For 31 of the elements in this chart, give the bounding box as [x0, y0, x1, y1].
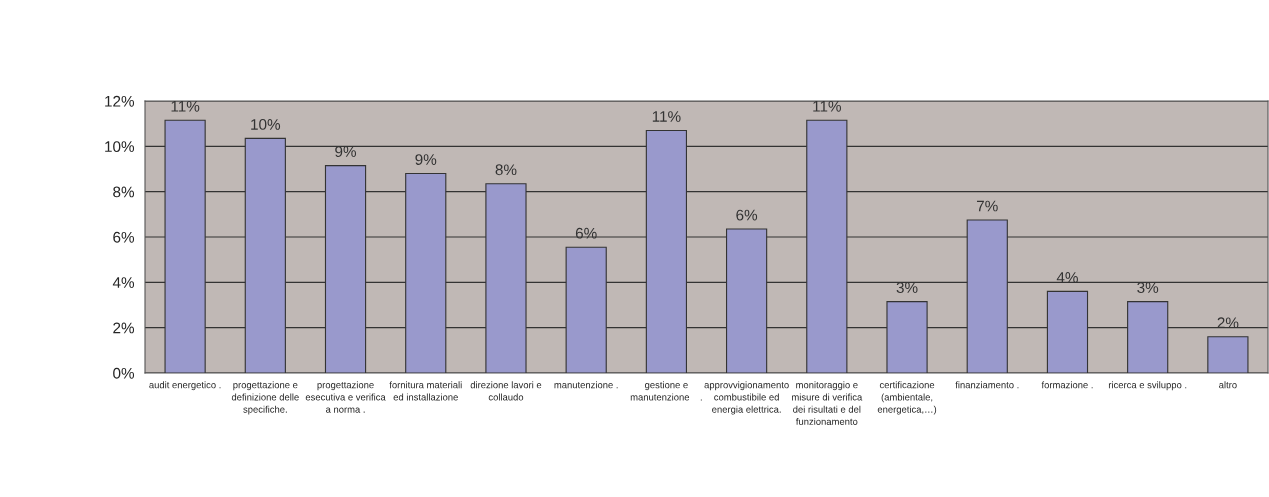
- data-label: 7%: [976, 200, 998, 212]
- data-label: 11%: [813, 100, 841, 112]
- x-tick-label: direzione lavori e collaudo: [470, 381, 542, 401]
- x-tick-label: ricerca e sviluppo .: [1108, 381, 1187, 391]
- data-label: 11%: [652, 111, 681, 122]
- y-tick-label: 4%: [112, 277, 135, 288]
- x-tick-label: gestione e manutenzione .: [630, 381, 702, 401]
- x-tick-label: finanziamento .: [955, 381, 1019, 389]
- x-tick-label: audit energetico .: [149, 381, 221, 391]
- y-tick-label: 8%: [113, 186, 135, 198]
- x-tick-label: progettazione esecutiva e verifica a norma .: [305, 381, 386, 413]
- x-tick-label: approvvigionamento combustibile ed energia elettrica.: [704, 381, 789, 415]
- x-tick-label: monitoraggio e misure di verifica dei risultati e del funzionamento: [792, 381, 863, 425]
- data-label: 6%: [736, 209, 758, 221]
- x-tick-label: altro: [1219, 381, 1237, 389]
- y-tick-label: 10%: [105, 141, 135, 153]
- bar: [1207, 336, 1249, 373]
- data-label: 10%: [251, 119, 281, 130]
- x-tick-label: formazione .: [1041, 381, 1093, 389]
- x-tick-label: fornitura materiali ed installazione: [389, 381, 462, 401]
- y-tick-label: 0%: [113, 367, 135, 379]
- data-label: 8%: [495, 164, 517, 176]
- data-label: 6%: [575, 227, 597, 239]
- x-tick-label: certificazione (ambientale, energetica,…): [877, 381, 937, 415]
- x-tick-label: progettazione e definizione delle specifiche.: [231, 381, 299, 415]
- y-tick-label: 2%: [113, 322, 135, 334]
- y-tick-label: 6%: [113, 231, 135, 243]
- y-tick-label: 12%: [105, 95, 135, 107]
- data-label: 11%: [171, 100, 200, 112]
- x-tick-label: manutenzione .: [554, 381, 618, 389]
- data-label: 9%: [415, 154, 437, 165]
